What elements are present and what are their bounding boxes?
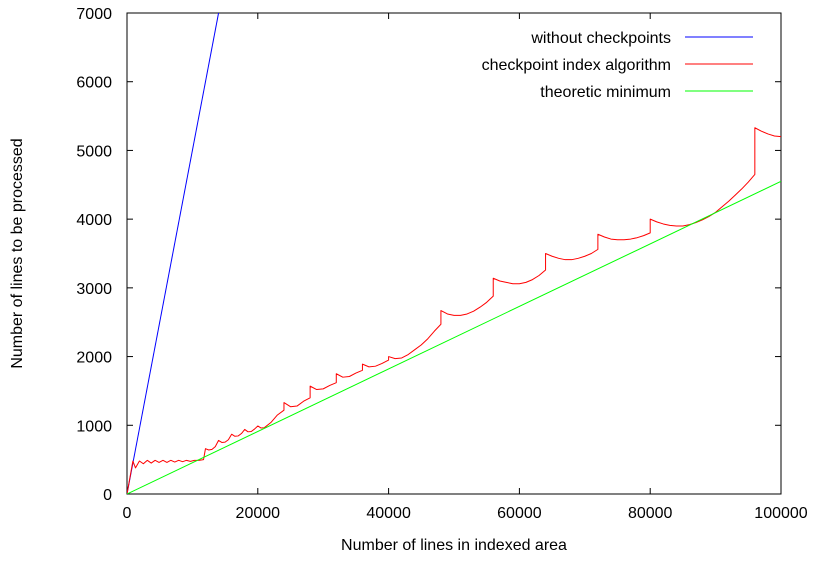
series-line-2 <box>127 127 781 494</box>
legend: without checkpoints checkpoint index algo… <box>482 30 753 101</box>
series-layer <box>127 13 781 494</box>
y-tick-label: 2000 <box>76 350 112 367</box>
y-tick-label: 6000 <box>76 75 112 92</box>
legend-label: checkpoint index algorithm <box>482 57 671 74</box>
y-axis-label: Number of lines to be processed <box>9 138 26 368</box>
y-tick-label: 1000 <box>76 418 112 435</box>
y-tick-label: 0 <box>103 487 112 504</box>
plot-frame <box>126 12 782 495</box>
series-line-3 <box>127 180 781 494</box>
axis-ticks: 0 20000 40000 60000 80000 100000 0 1000 2000 3000… <box>76 6 807 522</box>
x-axis-label: Number of lines in indexed area <box>341 537 567 554</box>
legend-label: without checkpoints <box>530 30 671 47</box>
y-tick-label: 7000 <box>76 6 112 23</box>
x-tick-label: 0 <box>123 505 132 522</box>
plot-area <box>126 12 782 495</box>
x-tick-label: 80000 <box>628 505 673 522</box>
y-tick-label: 4000 <box>76 212 112 229</box>
x-tick-label: 60000 <box>497 505 542 522</box>
y-tick-label: 3000 <box>76 281 112 298</box>
x-tick-label: 100000 <box>754 505 807 522</box>
series-line-1 <box>127 13 220 494</box>
y-tick-label: 5000 <box>76 143 112 160</box>
x-tick-label: 40000 <box>366 505 411 522</box>
x-tick-label: 20000 <box>236 505 281 522</box>
legend-label: theoretic minimum <box>540 84 671 101</box>
